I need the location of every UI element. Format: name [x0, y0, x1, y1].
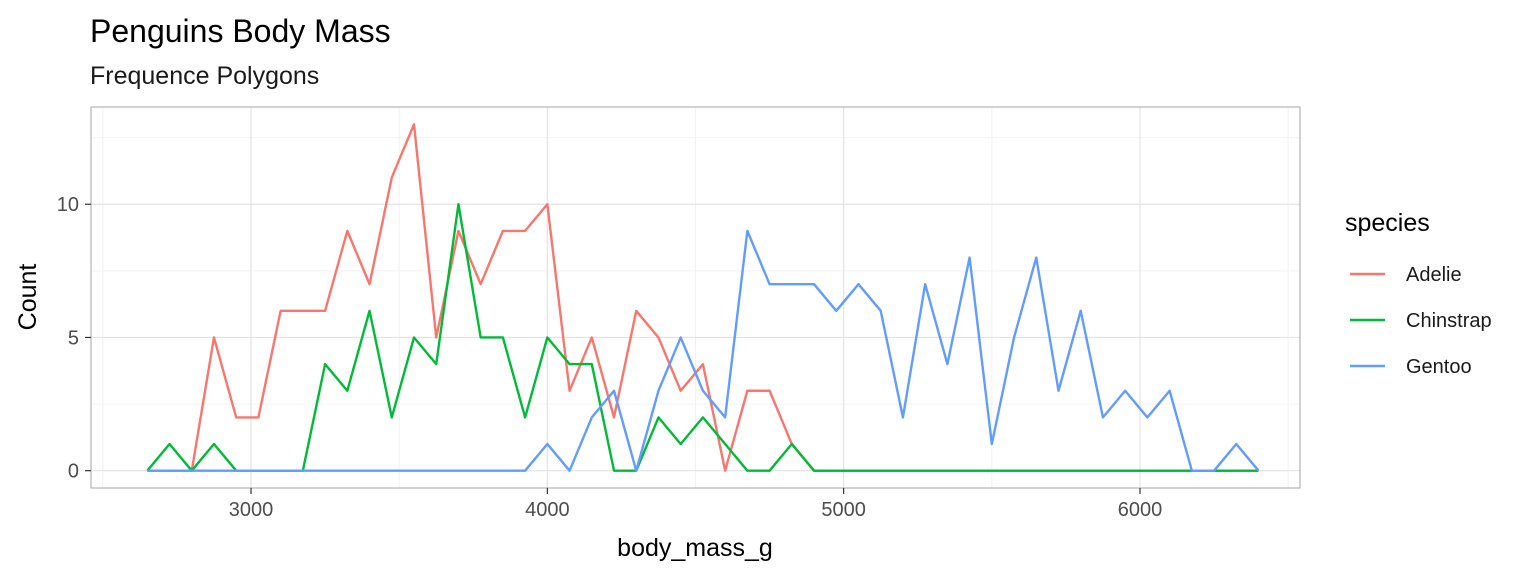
panel-border — [90, 106, 1301, 489]
minor-gridlines — [91, 107, 1300, 488]
major-gridlines — [91, 107, 1300, 488]
x-tick-label: 6000 — [1118, 499, 1163, 521]
series-line-chinstrap — [146, 203, 1259, 472]
y-tick-label: 5 — [68, 327, 79, 349]
x-tick-label: 5000 — [821, 499, 866, 521]
x-axis-title: body_mass_g — [617, 534, 773, 562]
legend-label-adelie: Adelie — [1406, 264, 1462, 286]
series-lines — [146, 123, 1260, 472]
x-tick-label: 4000 — [525, 499, 570, 521]
x-tick-label: 3000 — [229, 499, 274, 521]
legend-label-chinstrap: Chinstrap — [1406, 310, 1492, 332]
y-axis: 0 5 10 — [57, 194, 91, 483]
legend-items: Adelie Chinstrap Gentoo — [1350, 264, 1492, 378]
chart-title: Penguins Body Mass — [90, 13, 391, 49]
legend-title: species — [1345, 209, 1430, 237]
y-tick-label: 10 — [57, 194, 79, 216]
chart-subtitle: Frequence Polygons — [90, 62, 319, 90]
panel — [90, 106, 1301, 489]
x-axis: 3000 4000 5000 6000 — [229, 488, 1162, 521]
y-axis-title: Count — [14, 264, 42, 331]
y-tick-label: 0 — [68, 461, 79, 483]
legend: species Adelie Chinstrap Gentoo — [1345, 209, 1492, 378]
legend-label-gentoo: Gentoo — [1406, 356, 1472, 378]
series-line-gentoo — [147, 229, 1260, 472]
